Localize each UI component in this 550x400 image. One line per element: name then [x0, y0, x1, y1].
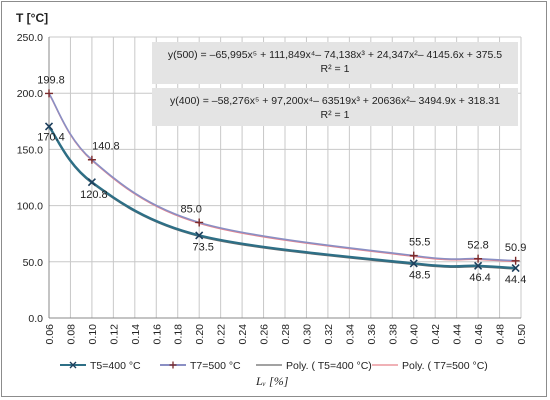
data-label: 85.0: [180, 203, 201, 215]
x-tick-label: 0.44: [452, 324, 464, 345]
data-label: 46.4: [469, 272, 490, 284]
data-label: 50.9: [505, 242, 526, 254]
x-tick-label: 0.14: [130, 324, 142, 345]
data-label: 52.8: [467, 240, 488, 252]
point-marker: [511, 256, 520, 265]
trendline-equation: y(400) = –58,276x⁵ + 97,200x⁴– 63519x³ +…: [170, 95, 500, 107]
legend-label: T7=500 °C: [190, 360, 241, 372]
point-marker: [44, 122, 54, 131]
point-marker: [45, 89, 53, 98]
x-tick-label: 0.26: [259, 324, 271, 345]
data-label: 120.8: [80, 189, 108, 201]
y-tick-label: 200.0: [17, 88, 43, 100]
x-tick-label: 0.22: [216, 324, 228, 345]
y-tick-label: 150.0: [17, 144, 43, 156]
x-tick-label: 0.34: [344, 324, 356, 345]
trendline-equation: y(500) = –65,995x⁵ + 111,849x⁴– 74,138x³…: [168, 49, 502, 61]
data-labels: 170.4 120.8 73.5 48.5 46.4 44.4 199.8 140.8 85.0…: [37, 74, 526, 286]
point-marker: [87, 178, 96, 187]
legend-marker: [169, 361, 177, 369]
r-squared: R² = 1: [321, 109, 350, 121]
x-tick-label: 0.50: [516, 324, 528, 345]
x-tick-label: 0.42: [430, 324, 442, 345]
y-tick-label: 100.0: [17, 201, 43, 213]
point-marker: [474, 254, 483, 263]
x-tick-label: 0.30: [301, 324, 313, 345]
data-label: 48.5: [409, 269, 430, 281]
y-tick-label: 0.0: [28, 313, 43, 325]
x-axis-title: Lᵥ [%]: [255, 374, 289, 388]
equation-box: [152, 42, 518, 84]
point-marker: [195, 231, 204, 240]
x-tick-label: 0.48: [495, 324, 507, 345]
x-tick-label: 0.10: [87, 324, 99, 345]
legend: T5=400 °C T7=500 °C Poly. ( T5=400 °C) Poly…: [60, 360, 488, 372]
x-tick-label: 0.18: [173, 324, 185, 345]
data-label: 140.8: [92, 141, 120, 153]
point-marker: [409, 251, 418, 260]
legend-label: T5=400 °C: [90, 360, 141, 372]
data-label: 55.5: [409, 237, 430, 249]
y-axis-title: T [°C]: [16, 11, 48, 25]
equation-box: [152, 88, 518, 126]
point-marker: [474, 261, 483, 270]
x-tick-label: 0.06: [44, 324, 56, 345]
series-layer: [44, 89, 520, 273]
legend-marker: [69, 361, 77, 369]
x-tick-label: 0.40: [409, 324, 421, 345]
y-tick-label: 50.0: [23, 257, 44, 269]
x-tick-label: 0.28: [280, 324, 292, 345]
point-marker: [87, 155, 96, 164]
r-squared: R² = 1: [321, 63, 350, 75]
data-label: 44.4: [505, 274, 526, 286]
x-tick-label: 0.36: [366, 324, 378, 345]
legend-label: Poly. ( T5=400 °C): [286, 360, 372, 372]
data-label: 199.8: [37, 74, 65, 86]
point-marker: [195, 218, 204, 227]
x-tick-label: 0.16: [151, 324, 163, 345]
x-tick-label: 0.46: [473, 324, 485, 345]
x-tick-label: 0.38: [387, 324, 399, 345]
x-tick-label: 0.32: [323, 324, 335, 345]
point-marker: [409, 259, 418, 268]
x-tick-label: 0.12: [108, 324, 120, 345]
axes: 0.0 50.0 100.0 150.0 200.0 250.0 0.06 0.08 0.10 0…: [17, 32, 528, 344]
data-label: 170.4: [37, 131, 65, 143]
data-label: 73.5: [192, 241, 213, 253]
x-tick-label: 0.24: [237, 324, 249, 345]
y-tick-label: 250.0: [17, 32, 43, 44]
point-marker: [511, 264, 520, 273]
legend-label: Poly. ( T7=500 °C): [402, 360, 488, 372]
x-tick-label: 0.08: [65, 324, 77, 345]
x-tick-label: 0.20: [194, 324, 206, 345]
trendline-equations: y(500) = –65,995x⁵ + 111,849x⁴– 74,138x³…: [152, 42, 518, 126]
